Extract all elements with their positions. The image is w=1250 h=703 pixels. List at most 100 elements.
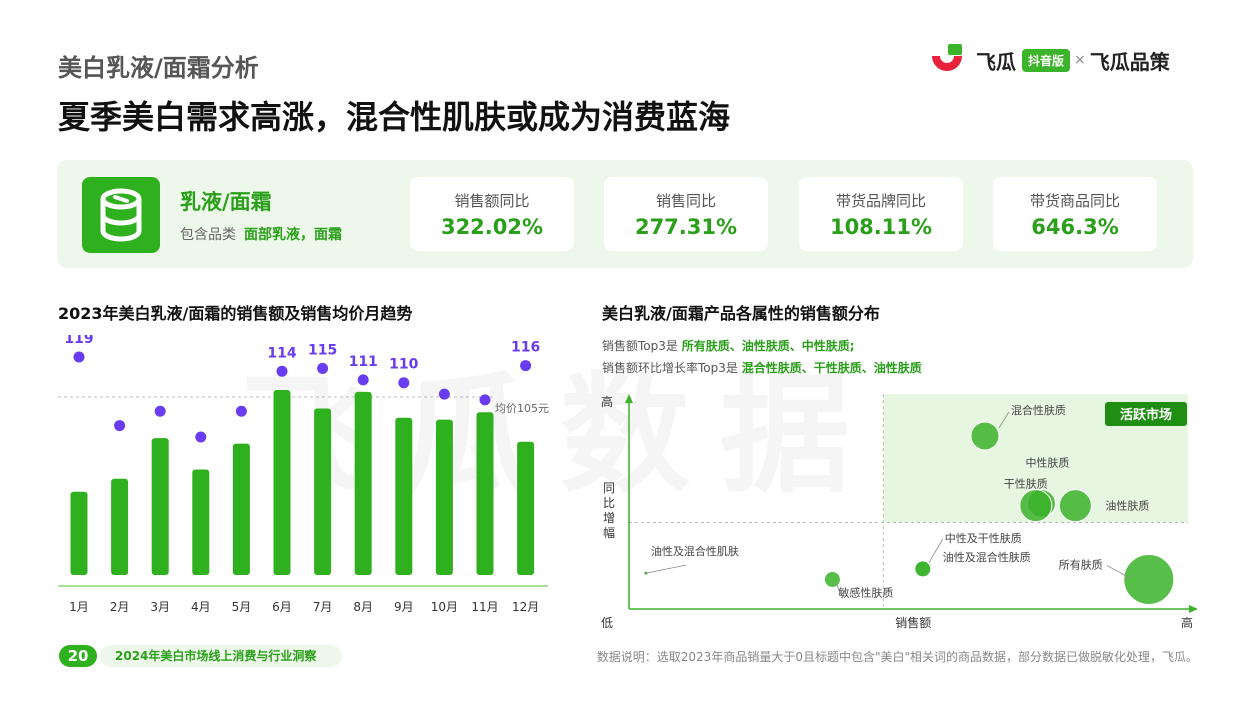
kpi-label: 销售同比	[655, 192, 716, 210]
avg-price-label: 114	[267, 345, 296, 361]
x-axis-high-label: 高	[1181, 615, 1193, 630]
kpi-value: 646.3%	[1031, 215, 1119, 239]
insight-value: 混合性肤质、干性肤质、油性肤质	[741, 361, 922, 375]
leader-line	[836, 583, 841, 594]
kpi-label: 带货商品同比	[1029, 192, 1120, 210]
attribute-bubble	[1123, 553, 1175, 605]
avg-price-point	[235, 405, 247, 417]
leader-line	[1106, 565, 1129, 578]
brand-badge-douyin: 抖音版	[1022, 48, 1071, 72]
insight-top-growth: 销售额环比增长率Top3是 混合性肤质、干性肤质、油性肤质	[602, 359, 922, 376]
month-tick-label: 8月	[353, 600, 373, 614]
sales-bar	[70, 491, 88, 575]
avg-price-label: 110	[389, 357, 418, 373]
bubble-label: 油性肤质	[1105, 499, 1149, 513]
insight-top-sales: 销售额Top3是 所有肤质、油性肤质、中性肤质;	[602, 337, 855, 354]
month-tick-label: 10月	[431, 600, 458, 614]
attribute-bubble	[1019, 489, 1053, 523]
kpi-card-brands: 带货品牌同比 108.11%	[799, 177, 963, 251]
sales-bar	[192, 469, 210, 575]
y-axis-high-label: 高	[601, 394, 613, 409]
leader-line	[645, 564, 687, 574]
category-sub-label: 包含品类	[180, 227, 236, 243]
month-tick-label: 1月	[69, 600, 89, 614]
active-market-badge	[1105, 402, 1187, 426]
month-tick-label: 12月	[512, 600, 539, 614]
avg-price-point	[195, 431, 207, 443]
bubble-label: 敏感性肤质	[838, 585, 893, 599]
avg-price-label: 116	[511, 340, 540, 356]
avg-price-point	[114, 420, 126, 432]
kpi-panel: 乳液/面霜 包含品类 面部乳液，面霜 销售额同比 322.02% 销售同比 277…	[57, 160, 1193, 268]
avg-price-point	[276, 365, 288, 377]
x-axis-low-label: 低	[601, 616, 613, 630]
brand-name-feigua: 飞瓜	[976, 49, 1016, 74]
sales-bar	[111, 478, 129, 575]
avg-price-point	[317, 362, 329, 374]
avg-price-point	[520, 360, 532, 372]
bubble-label: 中性肤质	[1025, 456, 1069, 470]
month-tick-label: 6月	[272, 600, 292, 614]
month-tick-label: 9月	[394, 600, 414, 614]
bar-chart-title: 2023年美白乳液/面霜的销售额及销售均价月趋势	[58, 304, 413, 323]
feigua-logo-icon	[928, 42, 970, 78]
bubble-label: 混合性肤质	[1011, 403, 1066, 417]
sales-bar	[354, 391, 372, 575]
attribute-bubble	[914, 560, 932, 578]
sales-bar	[395, 417, 413, 575]
kpi-card-sales-volume: 销售同比 277.31%	[604, 177, 768, 251]
sales-bar	[435, 419, 453, 575]
avg-price-point	[398, 377, 410, 389]
y-axis-title: 同比增幅	[603, 481, 615, 540]
page-number: 20	[59, 645, 97, 667]
avg-price-point	[357, 374, 369, 386]
month-tick-label: 2月	[110, 600, 130, 614]
lotion-jar-icon	[82, 177, 160, 253]
kpi-value: 322.02%	[440, 215, 544, 239]
insight-prefix: 销售额Top3是	[602, 339, 682, 353]
kpi-value: 108.11%	[829, 215, 933, 239]
insight-value: 所有肤质、油性肤质、中性肤质;	[681, 339, 855, 353]
bubble-label: 干性肤质	[1004, 477, 1048, 491]
avg-price-point	[479, 394, 491, 406]
attribute-bubble	[970, 421, 1000, 451]
avg-price-label: 119	[64, 335, 93, 347]
sales-bar	[314, 408, 332, 575]
category-title: 乳液/面霜	[180, 190, 272, 214]
leader-line	[928, 538, 944, 564]
x-axis-arrow-icon	[1189, 605, 1198, 613]
bubble-label: 所有肤质	[1059, 557, 1103, 571]
bubble-chart-title: 美白乳液/面霜产品各属性的销售额分布	[602, 304, 880, 323]
sales-bar	[476, 412, 494, 575]
brand-separator: ×	[1074, 52, 1086, 68]
y-axis-arrow-icon	[625, 394, 633, 403]
page-eyebrow: 美白乳液/面霜分析	[58, 54, 259, 82]
month-tick-label: 3月	[150, 600, 170, 614]
bubble-label: 中性及干性肤质	[945, 531, 1022, 545]
category-subtitle: 包含品类 面部乳液，面霜	[180, 224, 342, 244]
bubble-label: 油性及混合性肌肤	[651, 544, 739, 558]
month-tick-label: 4月	[191, 600, 211, 614]
kpi-card-sales-amount: 销售额同比 322.02%	[410, 177, 574, 251]
active-market-label: 活跃市场	[1120, 407, 1172, 423]
watermark: 飞瓜数据	[240, 359, 881, 511]
insight-prefix: 销售额环比增长率Top3是	[602, 361, 742, 375]
data-note: 数据说明：选取2023年商品销量大于0且标题中包含"美白"相关词的商品数据，部分…	[596, 650, 1198, 664]
month-tick-label: 11月	[471, 600, 498, 614]
bubble-label: 油性及混合性肤质	[943, 550, 1031, 564]
report-title: 2024年美白市场线上消费与行业洞察	[100, 645, 342, 667]
kpi-value: 277.31%	[634, 215, 738, 239]
attribute-bubble-chart: 高低 高销售额同比增幅活跃市场混合性肤质中性肤质干性肤质油性肤质所有肤质中性及干性…	[601, 394, 1198, 630]
avg-price-reference-label: 均价105元	[495, 402, 549, 415]
page-headline: 夏季美白需求高涨，混合性肌肤或成为消费蓝海	[58, 98, 731, 136]
sales-bar	[273, 390, 291, 575]
avg-price-label: 115	[308, 342, 337, 358]
brand-logo-group: 飞瓜 抖音版 × 飞瓜品策	[928, 42, 1194, 78]
sales-bar	[232, 443, 250, 575]
kpi-label: 带货品牌同比	[835, 192, 926, 210]
brand-name-pince: 飞瓜品策	[1089, 49, 1170, 74]
leader-line	[998, 411, 1010, 429]
category-sub-value: 面部乳液，面霜	[244, 227, 342, 243]
sales-bar	[517, 441, 535, 575]
month-tick-label: 5月	[232, 600, 252, 614]
